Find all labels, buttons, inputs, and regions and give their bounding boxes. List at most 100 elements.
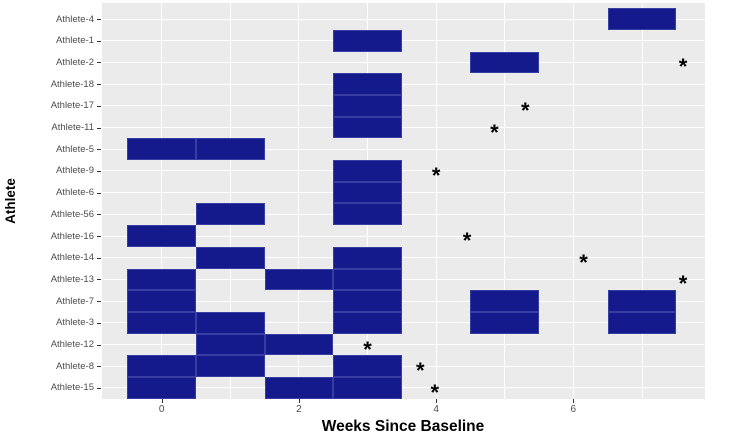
major-gridline-horizontal (102, 213, 705, 215)
y-tick-mark (97, 19, 101, 20)
major-gridline-horizontal (102, 127, 705, 128)
availability-tile (127, 138, 196, 161)
availability-tile (333, 29, 402, 52)
availability-tile (127, 290, 196, 312)
y-tick-mark (97, 257, 101, 259)
y-tick-mark (97, 279, 101, 281)
availability-tile (264, 333, 334, 356)
event-marker-asterisk: * (490, 119, 499, 145)
y-tick-mark (97, 192, 101, 194)
availability-tile (333, 290, 402, 312)
major-gridline-horizontal (102, 278, 705, 280)
y-tick-label: Athlete-9 (55, 165, 94, 177)
event-marker-asterisk: * (579, 249, 588, 275)
y-tick-mark (97, 170, 101, 172)
x-tick-label: 6 (570, 404, 577, 415)
y-tick-mark (97, 127, 101, 129)
y-tick-mark (97, 322, 101, 324)
availability-tile (127, 355, 196, 378)
availability-tile (607, 290, 677, 312)
availability-tile (333, 355, 402, 378)
major-gridline-horizontal (102, 61, 705, 63)
major-gridline-horizontal (102, 18, 705, 20)
availability-tile (333, 268, 402, 291)
y-tick-mark (97, 387, 101, 389)
availability-tile (333, 203, 402, 226)
major-gridline-horizontal (102, 322, 705, 324)
event-marker-asterisk: * (462, 228, 472, 253)
availability-tile (607, 311, 677, 334)
availability-tile (196, 355, 265, 378)
major-gridline-horizontal (102, 170, 705, 172)
major-gridline-horizontal (102, 83, 705, 85)
major-gridline-horizontal (102, 365, 705, 367)
y-tick-mark (97, 344, 101, 346)
x-tick-mark (298, 399, 300, 403)
y-tick-label: Athlete-16 (50, 230, 94, 242)
event-marker-asterisk: * (431, 162, 441, 188)
availability-tile (127, 311, 196, 334)
y-tick-label: Athlete-8 (55, 360, 94, 372)
x-tick-label: 4 (433, 404, 439, 415)
event-marker-asterisk: * (416, 358, 425, 384)
event-marker-asterisk: * (678, 271, 688, 297)
major-gridline-vertical (161, 3, 163, 399)
major-gridline-horizontal (102, 235, 705, 237)
availability-tile (196, 246, 265, 269)
major-gridline-vertical (435, 3, 437, 399)
event-marker-asterisk: * (678, 54, 688, 80)
availability-tile (127, 377, 196, 399)
major-gridline-vertical (572, 3, 574, 399)
x-tick-label: 2 (296, 404, 302, 415)
minor-gridline-vertical (229, 3, 231, 399)
y-tick-label: Athlete-17 (50, 100, 94, 112)
y-tick-label: Athlete-14 (50, 252, 94, 264)
y-tick-label: Athlete-13 (50, 273, 94, 285)
y-tick-label: Athlete-6 (55, 187, 94, 199)
availability-tile (196, 203, 265, 226)
x-tick-mark (161, 399, 163, 403)
y-tick-mark (97, 149, 101, 151)
availability-tile (333, 246, 402, 269)
availability-tile (333, 94, 402, 117)
availability-tile (470, 311, 539, 334)
y-tick-label: Athlete-1 (55, 35, 94, 47)
y-tick-mark (97, 105, 101, 107)
y-tick-mark (97, 84, 101, 86)
y-tick-label: Athlete-56 (50, 208, 94, 220)
availability-tile (196, 138, 265, 161)
y-tick-label: Athlete-3 (55, 317, 94, 329)
y-tick-label: Athlete-18 (50, 78, 94, 90)
availability-tile (607, 8, 677, 30)
y-tick-label: Athlete-5 (55, 143, 94, 155)
major-gridline-horizontal (102, 257, 705, 259)
y-tick-label: Athlete-15 (50, 382, 94, 394)
x-tick-label: 0 (158, 404, 165, 415)
y-tick-mark (97, 62, 101, 64)
y-tick-label: Athlete-11 (51, 122, 94, 133)
major-gridline-horizontal (102, 192, 705, 194)
availability-tile (196, 333, 265, 356)
availability-tile (127, 268, 196, 291)
major-gridline-horizontal (102, 387, 705, 389)
availability-tile (333, 181, 402, 204)
availability-tile (333, 160, 402, 182)
y-tick-label: Athlete-2 (55, 56, 94, 68)
availability-tile (264, 377, 334, 399)
y-tick-label: Athlete-12 (50, 339, 94, 350)
major-gridline-horizontal (102, 344, 705, 345)
major-gridline-horizontal (102, 148, 705, 150)
event-marker-asterisk: * (363, 336, 372, 362)
x-tick-mark (573, 399, 575, 403)
availability-tile (333, 116, 402, 139)
y-tick-mark (97, 40, 101, 42)
availability-tile (333, 311, 402, 334)
availability-tile (470, 51, 539, 74)
availability-tile (333, 377, 402, 399)
minor-gridline-vertical (641, 3, 643, 399)
x-axis-title: Weeks Since Baseline (321, 418, 485, 435)
x-tick-mark (436, 399, 438, 403)
major-gridline-horizontal (102, 105, 705, 107)
availability-tile (470, 290, 539, 312)
